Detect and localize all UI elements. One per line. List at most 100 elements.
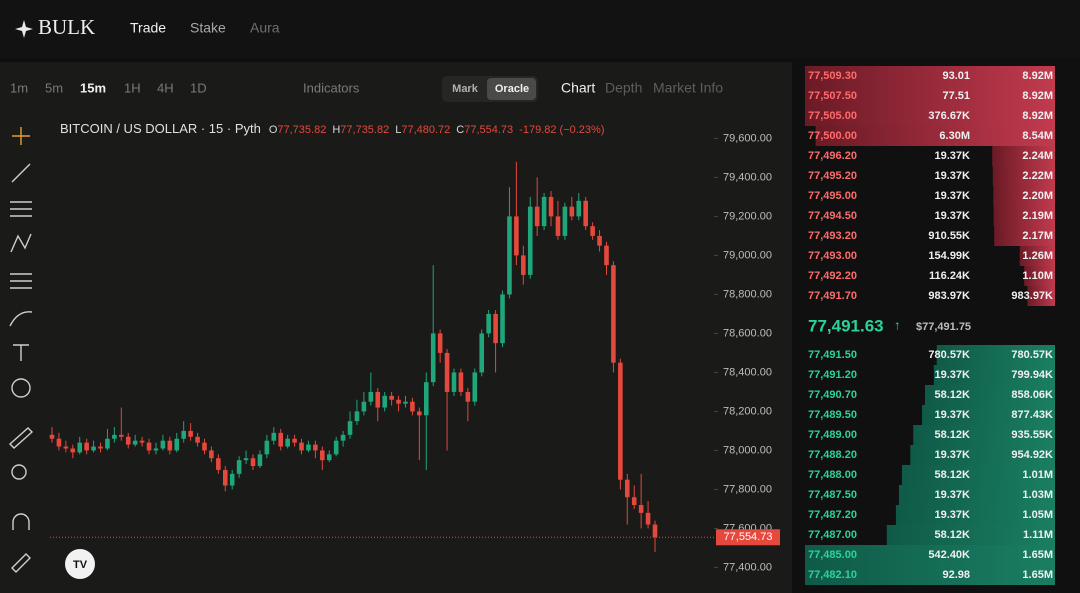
candle-body xyxy=(49,434,55,439)
order-price[interactable]: 77,488.20 xyxy=(808,449,857,461)
zoom-tool[interactable] xyxy=(11,464,27,480)
interval-button[interactable]: 15m xyxy=(80,80,106,95)
candle-body xyxy=(84,442,89,451)
price-source-option[interactable]: Oracle xyxy=(495,83,529,95)
order-price[interactable]: 77,488.00 xyxy=(808,469,857,481)
order-price[interactable]: 77,495.00 xyxy=(808,190,857,202)
y-tick-label: 79,200.00 xyxy=(723,210,772,222)
last-price-label: 77,554.73 xyxy=(724,531,773,543)
interval-button[interactable]: 5m xyxy=(45,80,63,95)
price-source-option[interactable]: Mark xyxy=(452,83,479,95)
candle-body xyxy=(507,216,512,295)
ruler-tool[interactable] xyxy=(8,427,34,449)
view-tab[interactable]: Depth xyxy=(605,80,642,96)
nav-item[interactable]: Aura xyxy=(250,20,280,36)
candle-body xyxy=(410,401,415,412)
interval-button[interactable]: 1D xyxy=(190,80,207,95)
pattern-tool[interactable] xyxy=(10,233,32,253)
ohlc-value: 77,735.82 xyxy=(340,124,389,136)
order-size: 92.98 xyxy=(942,569,970,581)
candle-body xyxy=(541,196,547,227)
candle-body xyxy=(514,216,519,256)
candle-body xyxy=(209,450,214,459)
order-price[interactable]: 77,482.10 xyxy=(808,569,857,581)
order-total: 1.05M xyxy=(1022,509,1053,521)
order-price[interactable]: 77,490.70 xyxy=(808,389,857,401)
indicators-button[interactable]: Indicators xyxy=(303,80,360,95)
line-tool[interactable] xyxy=(11,163,31,183)
order-price[interactable]: 77,505.00 xyxy=(808,110,857,122)
nav-item[interactable]: Trade xyxy=(130,20,166,36)
interval-button[interactable]: 1H xyxy=(124,80,141,95)
order-price[interactable]: 77,487.20 xyxy=(808,509,857,521)
order-price[interactable]: 77,507.50 xyxy=(808,90,857,102)
mid-arrow: ↑ xyxy=(894,317,901,332)
ohlc-key: C xyxy=(456,124,464,136)
candle-body xyxy=(174,438,180,451)
candle-body xyxy=(479,333,485,373)
candle-body xyxy=(645,512,651,525)
candle-body xyxy=(590,226,595,236)
order-size: 58.12K xyxy=(935,529,971,541)
order-price[interactable]: 77,487.00 xyxy=(808,529,857,541)
interval-button[interactable]: 4H xyxy=(157,80,174,95)
depth-bar xyxy=(805,545,1055,565)
order-price[interactable]: 77,489.50 xyxy=(808,409,857,421)
order-price[interactable]: 77,493.00 xyxy=(808,250,857,262)
candle-body xyxy=(396,399,401,404)
fib-tool[interactable] xyxy=(10,201,32,217)
order-price[interactable]: 77,491.20 xyxy=(808,369,857,381)
order-price[interactable]: 77,496.20 xyxy=(808,150,857,162)
order-size: 19.37K xyxy=(935,170,971,182)
candle-body xyxy=(562,206,568,236)
order-price[interactable]: 77,494.50 xyxy=(808,210,857,222)
magnet-tool[interactable] xyxy=(12,513,30,530)
brush-tool[interactable] xyxy=(9,311,33,327)
order-size: 154.99K xyxy=(928,250,970,262)
order-size: 116.24K xyxy=(929,270,970,282)
lock-tool[interactable] xyxy=(11,553,31,573)
order-price[interactable]: 77,485.00 xyxy=(808,549,857,561)
order-total: 799.94K xyxy=(1011,369,1053,381)
order-price[interactable]: 77,491.50 xyxy=(808,349,857,361)
candle-body xyxy=(576,200,582,217)
candle-body xyxy=(271,432,277,441)
order-price[interactable]: 77,491.70 xyxy=(808,290,857,302)
order-size: 58.12K xyxy=(935,469,971,481)
crosshair-tool[interactable] xyxy=(12,127,30,145)
order-price[interactable]: 77,492.20 xyxy=(808,270,857,282)
candle-body xyxy=(493,313,498,344)
candle-body xyxy=(278,432,284,447)
depth-bar xyxy=(1027,286,1055,306)
order-price[interactable]: 77,500.00 xyxy=(808,130,857,142)
chart-header: BITCOIN / US DOLLAR · 15 · Pyth O77,735.8… xyxy=(60,121,604,136)
depth-bar xyxy=(992,146,1055,166)
order-total: 8.92M xyxy=(1022,90,1053,102)
text-tool[interactable] xyxy=(13,344,29,361)
nav-item[interactable]: Stake xyxy=(190,20,226,36)
depth-bar xyxy=(805,565,1055,585)
tv-logo-mark: TV xyxy=(73,559,88,571)
order-price[interactable]: 77,509.30 xyxy=(808,70,857,82)
candle-body xyxy=(631,497,637,506)
candle-body xyxy=(119,434,124,437)
prediction-tool[interactable] xyxy=(10,273,32,289)
emoji-tool[interactable] xyxy=(11,378,31,398)
candle-body xyxy=(340,434,346,441)
candle-body xyxy=(500,294,505,344)
order-price[interactable]: 77,487.50 xyxy=(808,489,857,501)
order-size: 58.12K xyxy=(935,389,971,401)
view-tab[interactable]: Chart xyxy=(561,80,595,96)
order-price[interactable]: 77,495.20 xyxy=(808,170,857,182)
order-price[interactable]: 77,489.00 xyxy=(808,429,857,441)
order-price[interactable]: 77,493.20 xyxy=(808,230,857,242)
candle-body xyxy=(611,265,616,363)
order-total: 2.24M xyxy=(1022,150,1053,162)
order-total: 1.65M xyxy=(1022,569,1053,581)
order-size: 376.67K xyxy=(928,110,970,122)
view-tab[interactable]: Market Info xyxy=(653,80,723,96)
interval-button[interactable]: 1m xyxy=(10,80,28,95)
order-size: 19.37K xyxy=(935,369,971,381)
depth-bar xyxy=(895,505,1055,525)
candle-body xyxy=(437,333,443,353)
